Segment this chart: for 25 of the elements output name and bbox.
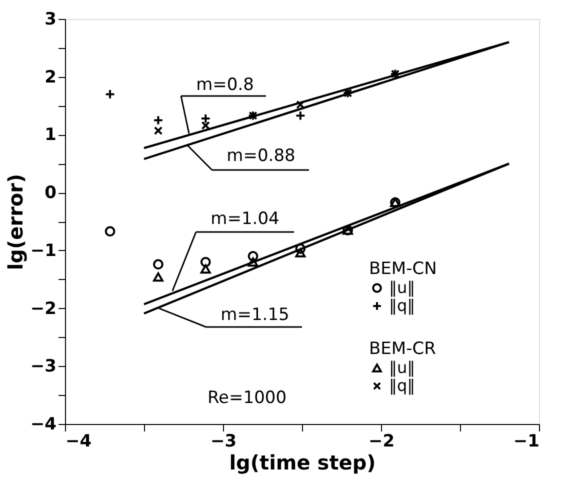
x-tick-label: −1	[513, 432, 540, 452]
legend-label: ‖u‖	[389, 358, 416, 377]
y-tick-label: −4	[30, 414, 57, 434]
annotation: m=0.88	[226, 146, 296, 166]
x-tick-label: −4	[66, 432, 92, 452]
y-tick-label: −3	[30, 356, 56, 377]
legend-label: ‖u‖	[389, 278, 416, 297]
x-axis-title: lg(time step)	[229, 450, 376, 474]
y-tick-label: 0	[44, 183, 57, 204]
annotation: Re=1000	[207, 388, 287, 408]
y-tick-label: 3	[44, 10, 56, 30]
y-tick-label: 2	[44, 67, 56, 88]
annotation: m=1.04	[210, 209, 280, 229]
text: BEM-CR	[369, 339, 436, 359]
legend-label: ‖q‖	[389, 376, 416, 395]
y-tick-label: 1	[44, 125, 56, 146]
x-tick-label: −2	[368, 432, 395, 452]
y-tick-label: −2	[30, 298, 56, 319]
y-tick-label: −1	[30, 240, 56, 261]
legend-label: ‖q‖	[389, 296, 416, 315]
y-axis-title: lg(error)	[3, 174, 28, 270]
annotation: m=0.8	[196, 75, 254, 95]
annotation: m=1.15	[220, 305, 290, 325]
x-tick-label: −3	[210, 432, 237, 452]
text: BEM-CN	[369, 259, 437, 279]
